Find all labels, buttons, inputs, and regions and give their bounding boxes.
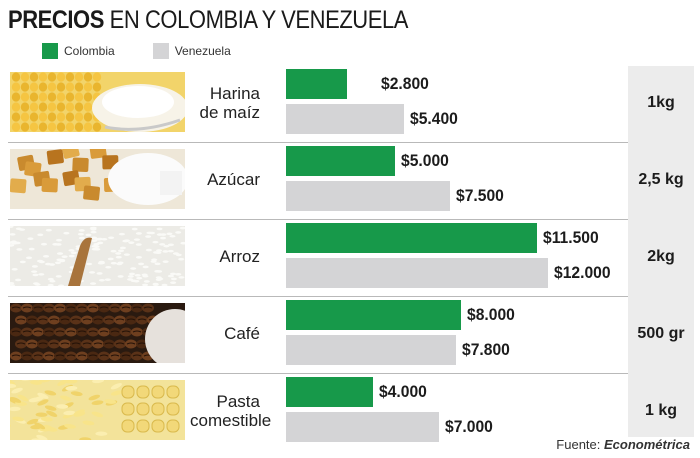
value-label-colombia-cafe: $8.000 — [467, 305, 515, 324]
value-label-venezuela-arroz: $12.000 — [554, 263, 611, 282]
chart-row-pasta-comestible: Pasta comestible $4.000 $7.000 1 kg — [0, 374, 700, 450]
pasta-image — [10, 380, 185, 440]
value-label-venezuela-pasta-comestible: $7.000 — [445, 417, 493, 436]
value-label-colombia-harina-de-maiz: $2.800 — [381, 74, 429, 93]
bar-venezuela-pasta-comestible — [286, 412, 439, 442]
category-label-line: Café — [224, 324, 260, 343]
bar-venezuela-arroz — [286, 258, 548, 288]
category-label-pasta-comestible: Pasta comestible — [190, 392, 271, 430]
row-separator — [8, 296, 628, 297]
category-label-line: Harina — [209, 84, 260, 103]
row-separator — [8, 142, 628, 143]
corn-flour-image — [10, 72, 185, 132]
value-label-venezuela-cafe: $7.800 — [462, 340, 510, 359]
unit-label-cafe: 500 gr — [637, 325, 685, 342]
rice-image — [10, 226, 185, 286]
value-label-colombia-azucar: $5.000 — [401, 151, 449, 170]
sugar-image — [10, 149, 185, 209]
value-label-venezuela-harina-de-maiz: $5.400 — [410, 109, 458, 128]
unit-column — [628, 66, 694, 437]
bar-colombia-cafe — [286, 300, 461, 330]
bar-venezuela-cafe — [286, 335, 456, 365]
source-prefix: Fuente: — [556, 437, 601, 452]
bar-colombia-azucar — [286, 146, 395, 176]
legend-item-colombia: Colombia — [42, 43, 115, 59]
unit-label-harina-de-maiz: 1kg — [647, 94, 675, 111]
value-label-colombia-arroz: $11.500 — [543, 228, 599, 247]
unit-label-arroz: 2kg — [647, 248, 675, 265]
source-name: Econométrica — [604, 437, 690, 452]
chart-row-cafe: Café $8.000 $7.800 500 gr — [0, 297, 700, 374]
bar-colombia-harina-de-maiz — [286, 69, 347, 99]
category-label-line: Azúcar — [207, 170, 260, 189]
unit-label-azucar: 2,5 kg — [638, 171, 684, 188]
coffee-beans-image — [10, 303, 185, 363]
legend-swatch-colombia — [42, 43, 58, 59]
title-light: EN COLOMBIA Y VENEZUELA — [109, 6, 409, 34]
title-strong: PRECIOS — [8, 6, 104, 34]
category-label-harina-de-maiz: Harina de maíz — [190, 84, 260, 122]
row-separator — [8, 219, 628, 220]
source-note: Fuente: Econométrica — [556, 437, 690, 452]
category-label-line: Arroz — [219, 247, 260, 266]
value-label-colombia-pasta-comestible: $4.000 — [379, 382, 427, 401]
bar-colombia-pasta-comestible — [286, 377, 373, 407]
chart-row-azucar: Azúcar $5.000 $7.500 2,5 kg — [0, 143, 700, 220]
bar-venezuela-azucar — [286, 181, 450, 211]
bar-venezuela-harina-de-maiz — [286, 104, 404, 134]
category-label-line: de maíz — [199, 103, 260, 122]
legend-item-venezuela: Venezuela — [152, 43, 231, 59]
unit-label-pasta-comestible: 1 kg — [644, 402, 677, 419]
row-separator — [8, 373, 628, 374]
bar-colombia-arroz — [286, 223, 537, 253]
legend-swatch-venezuela — [152, 43, 169, 59]
category-label-arroz: Arroz — [190, 247, 260, 266]
legend-label-colombia: Colombia — [64, 44, 115, 58]
chart-title: PRECIOS EN COLOMBIA Y VENEZUELA — [8, 4, 408, 36]
category-label-azucar: Azúcar — [190, 170, 260, 189]
legend-label-venezuela: Venezuela — [174, 44, 231, 58]
category-label-cafe: Café — [190, 324, 260, 343]
chart-row-arroz: Arroz $11.500 $12.000 2kg — [0, 220, 700, 297]
legend: Colombia Venezuela — [42, 42, 269, 60]
value-label-venezuela-azucar: $7.500 — [456, 186, 504, 205]
category-label-line: comestible — [190, 411, 272, 430]
chart-row-harina-de-maiz: Harina de maíz $2.800 $5.400 1kg — [0, 66, 700, 143]
category-label-line: Pasta — [216, 392, 260, 411]
